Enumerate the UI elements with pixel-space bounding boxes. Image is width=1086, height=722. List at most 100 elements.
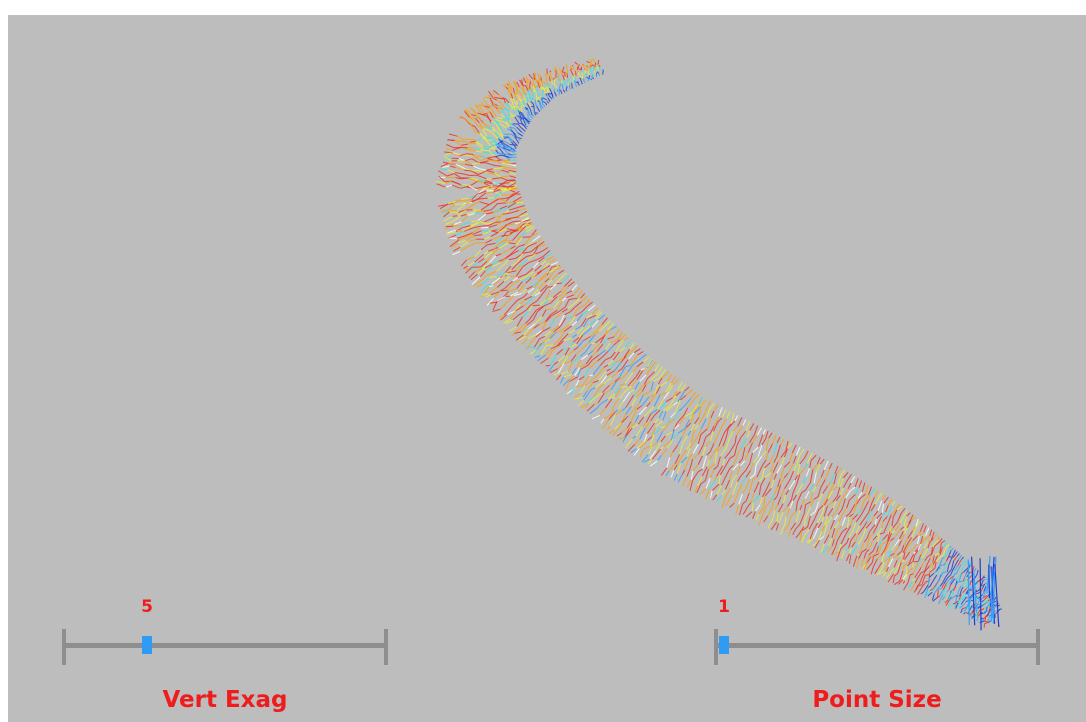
point-cloud-ping [893, 560, 898, 568]
point-cloud-ping [568, 329, 576, 334]
point-cloud-ping [474, 249, 482, 258]
point-cloud-ping [714, 446, 720, 452]
point-cloud-ping [679, 395, 687, 401]
point-cloud-ping [846, 500, 850, 509]
point-cloud-ping [507, 295, 515, 302]
point-cloud-ping [478, 197, 488, 200]
point-cloud-ping [570, 354, 577, 362]
vert-exag-track[interactable] [62, 643, 388, 648]
point-cloud-ping [462, 226, 470, 232]
point-cloud-ping [486, 103, 490, 107]
point-cloud-ping [673, 401, 678, 406]
point-cloud-ping [902, 564, 905, 572]
point-cloud-ping [780, 450, 787, 458]
point-cloud-ping [454, 140, 462, 146]
point-cloud-ping [503, 136, 509, 139]
point-cloud-ping [747, 502, 752, 508]
point-cloud-ping [504, 146, 510, 148]
point-cloud-ping [613, 328, 620, 338]
point-cloud-ping [536, 105, 541, 112]
point-cloud-ping [587, 301, 594, 307]
point-cloud-ping [866, 556, 872, 563]
point-cloud-ping [614, 361, 622, 371]
point-cloud-ping [586, 66, 588, 68]
point-cloud-ping [762, 429, 766, 435]
point-cloud-ping [487, 152, 497, 154]
point-cloud-ping [923, 541, 929, 549]
vert-exag-thumb[interactable] [142, 636, 152, 654]
point-cloud-ping [817, 513, 823, 524]
vert-exag-label: Vert Exag [162, 687, 288, 713]
point-cloud-ping [987, 615, 991, 622]
point-cloud-ping [581, 71, 583, 73]
point-cloud-ping [443, 211, 450, 218]
point-cloud-ping [724, 487, 731, 500]
point-cloud-ping [500, 289, 508, 292]
point-cloud-ping [780, 488, 785, 498]
point-cloud-ping [692, 394, 700, 402]
point-cloud-ping [482, 128, 488, 137]
point-cloud-ping [920, 548, 925, 556]
point-cloud-ping [504, 221, 515, 226]
point-cloud-ping [956, 553, 960, 557]
point-cloud-ping [482, 155, 488, 159]
point-cloud-ping [757, 434, 764, 448]
point-size-thumb[interactable] [719, 636, 729, 654]
point-cloud-ping [632, 359, 641, 365]
point-cloud-ping [974, 573, 978, 579]
point-cloud-ping [594, 382, 602, 388]
point-cloud-ping [830, 519, 835, 530]
point-cloud-ping [999, 608, 1002, 610]
point-cloud-ping [783, 461, 791, 468]
point-cloud-ping [493, 185, 500, 192]
point-cloud-ping [813, 496, 819, 500]
point-cloud-ping [927, 586, 931, 588]
point-cloud-ping [627, 409, 635, 417]
point-cloud-ping [460, 197, 470, 200]
point-cloud-ping [547, 297, 554, 300]
point-cloud-ping [546, 266, 553, 276]
point-cloud-ping [541, 337, 550, 344]
point-cloud-ping [440, 209, 449, 212]
point-size-slider[interactable]: 1 Point Size [714, 597, 1040, 713]
point-cloud-ping [850, 546, 857, 556]
point-cloud-ping [771, 499, 775, 509]
point-cloud-ping [848, 531, 853, 539]
point-cloud-ping [879, 532, 884, 535]
point-cloud-ping [632, 345, 638, 351]
point-cloud-ping [950, 590, 954, 598]
point-cloud-ping [558, 83, 561, 90]
point-cloud-viewport[interactable]: 5 Vert Exag 1 Point Size [8, 15, 1086, 722]
point-cloud-ping [552, 96, 555, 99]
point-cloud-ping [734, 446, 738, 456]
point-cloud-ping [692, 464, 699, 472]
point-cloud-ping [759, 496, 763, 505]
point-cloud[interactable] [8, 15, 1086, 722]
point-cloud-ping [768, 432, 773, 439]
point-cloud-ping [479, 270, 486, 278]
point-cloud-ping [636, 441, 645, 449]
point-cloud-ping [484, 185, 493, 189]
point-cloud-ping [477, 213, 487, 221]
point-cloud-ping [721, 409, 727, 419]
point-cloud-ping [792, 494, 798, 501]
point-size-track[interactable] [714, 643, 1040, 648]
point-cloud-ping [483, 148, 490, 151]
point-cloud-ping [591, 342, 596, 345]
point-cloud-ping [773, 496, 778, 501]
point-cloud-ping [808, 483, 815, 492]
point-cloud-ping [499, 207, 509, 212]
point-cloud-ping [546, 279, 553, 286]
point-cloud-ping [630, 448, 637, 454]
point-cloud-ping [789, 500, 794, 509]
point-cloud-ping [546, 99, 549, 102]
point-cloud-ping [547, 97, 551, 102]
point-cloud-ping [447, 229, 456, 234]
point-cloud-ping [677, 390, 686, 403]
point-cloud-ping [983, 595, 989, 601]
vert-exag-slider[interactable]: 5 Vert Exag [62, 597, 388, 713]
point-cloud-ping [443, 155, 452, 162]
point-cloud-ping [584, 73, 587, 76]
point-cloud-ping [562, 80, 567, 85]
point-cloud-ping [518, 335, 527, 341]
